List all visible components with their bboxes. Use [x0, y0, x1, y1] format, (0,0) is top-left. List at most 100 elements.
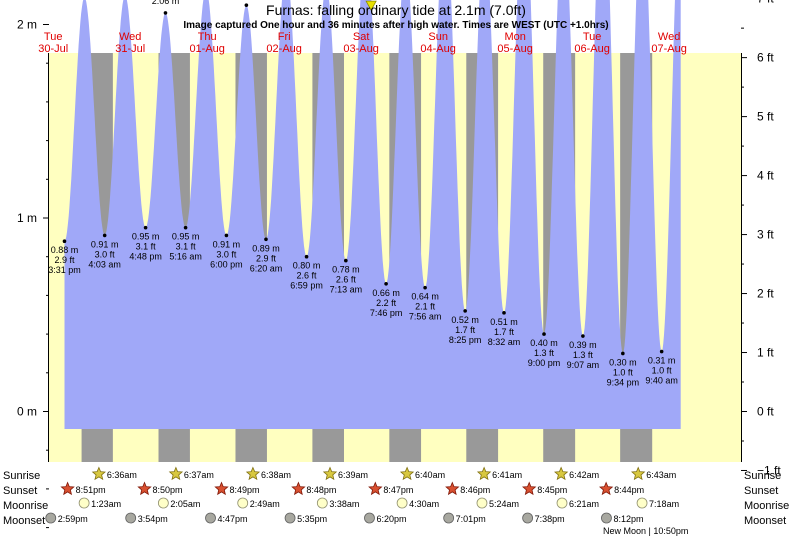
- low-tide-label: 0.89 m: [252, 243, 280, 253]
- low-tide-label: 4:48 pm: [129, 252, 162, 262]
- axes-layer: 0 m1 m2 m3 m−1 ft0 ft1 ft2 ft3 ft4 ft5 f…: [17, 0, 781, 529]
- sunrise-icon: [631, 466, 646, 481]
- sunset-icon: [445, 481, 460, 496]
- sunrise-row-label-right: Sunrise: [744, 470, 781, 482]
- low-tide-label: 9:00 pm: [528, 358, 561, 368]
- sunrise-icon: [168, 466, 184, 481]
- right-tick-label: −1 ft: [757, 463, 781, 477]
- extreme-labels-layer: 0.88 m2.9 ft3:31 pm9:45 pm7.0 ft2.14 m0.…: [48, 0, 678, 387]
- sunset-time: 8:44pm: [614, 485, 644, 495]
- sunset-time: 8:51pm: [76, 485, 106, 495]
- low-tide-label: 0.78 m: [332, 265, 360, 275]
- sunset-time: 8:50pm: [153, 485, 183, 495]
- low-tide-label: 1.7 ft: [455, 325, 476, 335]
- moonset-time: 2:59pm: [58, 514, 88, 524]
- sunrise-time: 6:38am: [261, 470, 291, 480]
- low-tide-label: 2.6 ft: [297, 271, 318, 281]
- day-date: 30-Jul: [38, 43, 68, 55]
- moonset-time: 4:47pm: [218, 514, 248, 524]
- low-tide-label: 0.91 m: [213, 239, 241, 249]
- low-tide-point: [62, 239, 67, 244]
- day-name: Sun: [428, 31, 448, 43]
- left-tick-label: 1 m: [17, 211, 37, 225]
- moonset-icon: [443, 512, 455, 524]
- sunrise-icon: [245, 466, 261, 481]
- low-tide-point: [502, 311, 506, 315]
- sunrise-time: 6:40am: [415, 470, 445, 480]
- moonrise-time: 3:38am: [329, 499, 359, 509]
- current-tide-marker: [365, 0, 377, 11]
- chart-subtitle: Image captured One hour and 36 minutes a…: [183, 20, 608, 31]
- low-tide-label: 0.52 m: [451, 315, 479, 325]
- low-tide-label: 5:16 am: [169, 252, 202, 262]
- moonrise-icon: [556, 497, 568, 509]
- moonrise-icon: [476, 497, 488, 509]
- low-tide-label: 3.1 ft: [176, 242, 197, 252]
- low-tide-label: 1.7 ft: [494, 327, 515, 337]
- sunset-icon: [137, 481, 152, 496]
- low-tide-point: [542, 332, 546, 336]
- low-tide-label: 6:59 pm: [290, 281, 323, 291]
- day-name: Fri: [278, 31, 291, 43]
- day-labels-layer: Tue30-JulWed31-JulThu01-AugFri02-AugSat0…: [38, 31, 687, 55]
- sunset-icon: [522, 481, 537, 496]
- sunrise-icon: [91, 466, 106, 481]
- low-tide-label: 6:00 pm: [210, 259, 243, 269]
- low-tide-point: [463, 309, 467, 313]
- moonrise-icon: [636, 497, 648, 509]
- low-tide-point: [423, 285, 427, 290]
- moonset-icon: [601, 512, 612, 524]
- low-tide-label: 0.40 m: [530, 338, 558, 348]
- sunset-time: 8:49pm: [229, 485, 259, 495]
- day-date: 05-Aug: [497, 43, 532, 55]
- low-tide-label: 0.80 m: [293, 261, 321, 271]
- day-name: Sat: [353, 31, 370, 43]
- low-tide-label: 0.64 m: [411, 292, 439, 302]
- moonset-time: 7:38pm: [535, 514, 565, 524]
- tide-area: [64, 0, 681, 429]
- low-tide-label: 0.66 m: [372, 288, 400, 298]
- low-tide-label: 7:56 am: [409, 312, 442, 322]
- low-tide-label: 1.3 ft: [534, 348, 555, 358]
- moonrise-time: 5:24am: [489, 499, 519, 509]
- low-tide-label: 3:31 pm: [48, 265, 81, 275]
- day-date: 04-Aug: [420, 43, 455, 55]
- sunset-time: 8:48pm: [306, 485, 336, 495]
- low-tide-label: 3.0 ft: [216, 249, 237, 259]
- low-tide-point: [659, 349, 664, 354]
- moonrise-time: 2:05am: [170, 499, 200, 509]
- right-tick-label: 5 ft: [757, 110, 774, 124]
- moonset-time: 7:01pm: [456, 514, 486, 524]
- day-name: Tue: [583, 31, 602, 43]
- moonset-row-label-right: Moonset: [744, 515, 786, 527]
- sunset-icon: [599, 481, 614, 496]
- sunset-row-label-right: Sunset: [744, 485, 778, 497]
- low-tide-label: 0.95 m: [172, 232, 200, 242]
- day-name: Wed: [119, 31, 141, 43]
- moonrise-row-label-right: Moonrise: [744, 500, 789, 512]
- low-tide-label: 6:20 am: [250, 263, 283, 273]
- low-tide-label: 2.9 ft: [54, 255, 75, 265]
- low-tide-label: 1.0 ft: [613, 367, 634, 377]
- day-name: Wed: [658, 31, 680, 43]
- low-tide-label: 1.0 ft: [652, 366, 673, 376]
- low-tide-label: 7:46 pm: [370, 308, 403, 318]
- moonset-icon: [522, 512, 534, 524]
- low-tide-label: 3.0 ft: [95, 249, 116, 259]
- low-tide-point: [304, 254, 309, 259]
- high-tide-point: [163, 11, 168, 15]
- moonrise-time: 2:49am: [250, 499, 280, 509]
- right-tick-label: 0 ft: [757, 405, 774, 419]
- moonset-row-label-left: Moonset: [3, 515, 45, 527]
- sunset-icon: [60, 481, 75, 496]
- low-tide-label: 0.30 m: [609, 357, 637, 367]
- low-tide-point: [102, 233, 107, 238]
- sunrise-icon: [476, 466, 492, 481]
- day-date: 02-Aug: [266, 43, 301, 55]
- sunset-time: 8:46pm: [460, 485, 490, 495]
- sunset-row-label-left: Sunset: [3, 485, 37, 497]
- right-tick-label: 6 ft: [757, 51, 774, 65]
- low-tide-label: 1.3 ft: [573, 350, 594, 360]
